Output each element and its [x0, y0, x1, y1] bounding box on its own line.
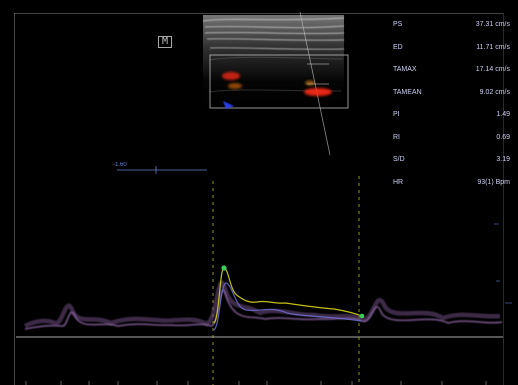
baseline-value-label: -1.60: [113, 162, 127, 168]
measurement-row-hr: HR 93(1) Bpm: [393, 172, 511, 195]
measurement-row-tamean: TAMEAN 9.02 cm/s: [393, 82, 511, 105]
m-mode-label: M: [161, 36, 169, 47]
ri-label: RI: [393, 133, 400, 141]
ri-value: 0.69: [496, 133, 510, 141]
ps-label: PS: [393, 21, 403, 28]
measurement-row-pi: PI 1.49: [393, 104, 511, 127]
right-display-border: [503, 13, 504, 385]
pi-label: PI: [393, 111, 400, 118]
ps-value: 37.31 cm/s: [475, 21, 510, 28]
sd-value: 3.19: [496, 156, 510, 163]
mean-velocity-trace: [213, 282, 362, 331]
peak-systole-marker[interactable]: [221, 265, 227, 271]
tamax-label: TAMAX: [393, 66, 417, 73]
measurement-row-ri: RI 0.69: [393, 127, 511, 150]
ed-label: ED: [393, 43, 403, 51]
measurement-row-ed: ED 11.71 cm/s: [393, 37, 511, 60]
m-mode-icon[interactable]: M: [158, 36, 172, 48]
measurement-row-tamax: TAMAX 17.14 cm/s: [393, 59, 511, 82]
tamean-label: TAMEAN: [393, 88, 422, 96]
left-display-border: [14, 13, 15, 385]
hr-label: HR: [393, 178, 404, 186]
b-mode-window: [202, 11, 349, 156]
measurement-row-ps: PS 37.31 cm/s: [393, 14, 511, 37]
measurement-row-sd: S/D 3.19: [393, 149, 511, 172]
top-display-border: [14, 13, 503, 14]
sd-label: S/D: [393, 156, 405, 163]
doppler-measurements-panel: PS 37.31 cm/s ED 11.71 cm/s TAMAX 17.14 …: [393, 14, 511, 194]
tamax-value: 17.14 cm/s: [475, 66, 510, 73]
tamean-value: 9.02 cm/s: [479, 88, 510, 96]
hr-value: 93(1) Bpm: [477, 178, 510, 186]
end-diastole-marker[interactable]: [359, 313, 365, 319]
pi-value: 1.49: [496, 111, 510, 118]
spectral-doppler-area: [16, 166, 512, 385]
ed-value: 11.71 cm/s: [476, 43, 510, 51]
